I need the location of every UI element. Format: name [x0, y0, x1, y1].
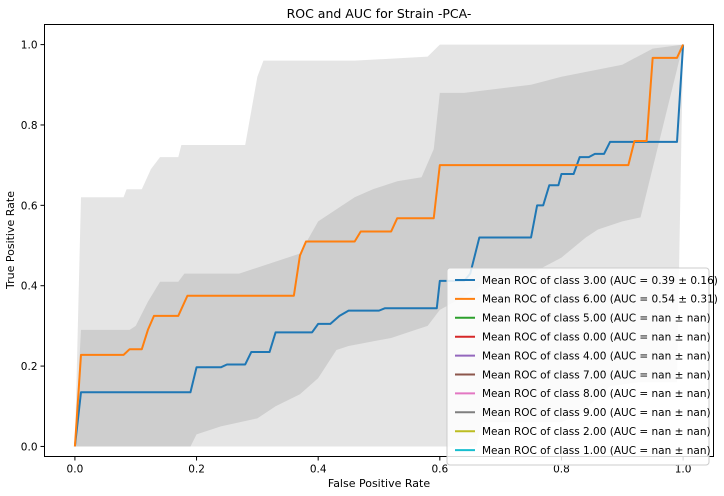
plot-frame [44, 24, 714, 457]
x-axis-label: False Positive Rate [328, 477, 430, 490]
legend-entry: Mean ROC of class 6.00 (AUC = 0.54 ± 0.3… [482, 294, 718, 306]
legend-entry: Mean ROC of class 5.00 (AUC = nan ± nan) [482, 313, 711, 325]
y-tick-label: 0.8 [21, 120, 38, 132]
legend-entry: Mean ROC of class 3.00 (AUC = 0.39 ± 0.1… [482, 275, 718, 287]
x-tick-label: 0.8 [553, 464, 570, 476]
legend-entry: Mean ROC of class 0.00 (AUC = nan ± nan) [482, 332, 711, 344]
legend-entry: Mean ROC of class 1.00 (AUC = nan ± nan) [482, 445, 711, 457]
chart-title: ROC and AUC for Strain -PCA- [287, 6, 472, 21]
legend-entry: Mean ROC of class 8.00 (AUC = nan ± nan) [482, 388, 711, 400]
x-tick-label: 0.2 [188, 464, 205, 476]
confidence-band-1 [74, 44, 684, 447]
legend-entry: Mean ROC of class 9.00 (AUC = nan ± nan) [482, 407, 711, 419]
legend-entry: Mean ROC of class 4.00 (AUC = nan ± nan) [482, 350, 711, 362]
legend: Mean ROC of class 3.00 (AUC = 0.39 ± 0.1… [446, 267, 718, 466]
y-tick-label: 0.0 [21, 441, 38, 453]
y-tick-label: 1.0 [21, 40, 38, 52]
legend-entry: Mean ROC of class 2.00 (AUC = nan ± nan) [482, 426, 711, 438]
x-tick-label: 0.6 [431, 464, 448, 476]
series-lines [73, 44, 685, 447]
x-tick-label: 0.4 [310, 464, 327, 476]
y-tick-label: 0.6 [21, 200, 38, 212]
y-tick-label: 0.2 [21, 361, 38, 373]
legend-box [446, 267, 710, 466]
x-tick-label: 1.0 [675, 464, 692, 476]
series-line-0 [73, 44, 685, 447]
series-line-1 [73, 44, 684, 447]
legend-entry: Mean ROC of class 7.00 (AUC = nan ± nan) [482, 369, 711, 381]
y-axis-label: True Positive Rate [4, 191, 17, 290]
x-tick-label: 0.0 [67, 464, 84, 476]
y-tick-label: 0.4 [21, 281, 38, 293]
